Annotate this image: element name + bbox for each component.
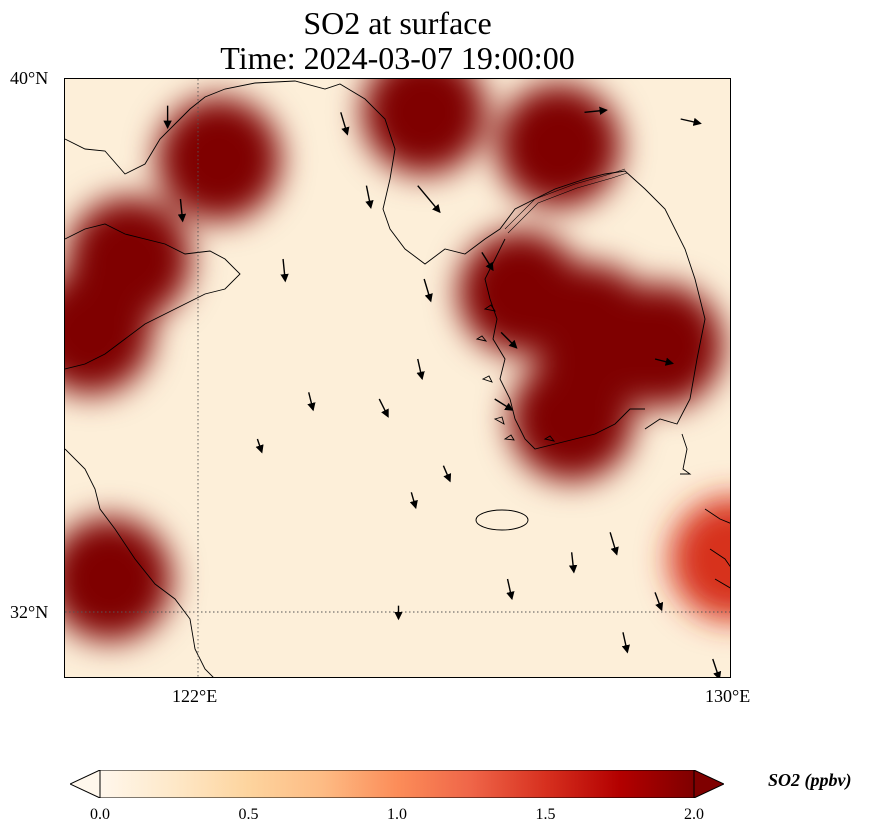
wind-arrow-25 — [177, 198, 187, 223]
lat-tick-32N: 32°N — [10, 602, 49, 622]
kyushu-coastline — [704, 508, 730, 589]
north-coastline — [65, 80, 706, 430]
wind-arrow-3 — [417, 185, 441, 214]
wind-arrow-13 — [609, 532, 619, 556]
wind-arrow-24 — [307, 392, 316, 412]
colorbar-tick-2: 1.0 — [387, 806, 407, 823]
border-line — [504, 168, 626, 230]
lon-tick-122E: 122°E — [172, 686, 218, 706]
wind-arrow-9 — [494, 398, 514, 411]
colorbar-tick-3: 1.5 — [535, 806, 556, 823]
colorbar-tick-1: 0.5 — [238, 806, 259, 823]
wind-arrow-12 — [409, 492, 418, 510]
so2-high-region-4 — [362, 79, 487, 175]
wind-arrow-7 — [500, 331, 518, 349]
so2-high-region-3 — [156, 97, 281, 221]
colorbar-min-extend-triangle — [70, 770, 101, 798]
wind-arrow-10 — [378, 398, 389, 418]
wind-arrow-16 — [654, 592, 664, 612]
colorbar — [70, 770, 724, 798]
so2-high-region-10 — [670, 497, 730, 621]
wind-arrow-18 — [712, 658, 722, 677]
so2-high-region-2 — [65, 517, 172, 641]
lon-tick-130E: 130°E — [705, 686, 751, 706]
so2-high-region-8 — [599, 283, 724, 408]
wind-arrow-8 — [416, 358, 425, 381]
so2-high-region-7 — [458, 230, 583, 355]
wind-arrow-4 — [280, 258, 289, 283]
wind-arrow-22 — [654, 357, 674, 366]
wind-arrow-14 — [568, 552, 578, 574]
so2-high-region-9 — [509, 357, 634, 481]
wind-arrow-2 — [365, 185, 374, 210]
wind-arrow-6 — [481, 251, 494, 272]
so2-map-panel — [64, 78, 731, 678]
wind-arrow-15 — [506, 578, 515, 601]
archipelago-islands — [475, 304, 556, 442]
colorbar-label: SO2 (ppbv) — [768, 770, 852, 790]
wind-arrow-11 — [442, 465, 452, 483]
wind-arrow-5 — [423, 278, 433, 303]
so2-concentration-field — [65, 79, 730, 641]
shandong-coastline — [65, 223, 241, 370]
jeju-island — [475, 509, 529, 531]
wind-arrow-17 — [621, 632, 630, 654]
tsushima-island — [680, 433, 692, 475]
colorbar-gradient — [99, 770, 695, 798]
wind-arrow-1 — [340, 112, 350, 136]
so2-high-region-5 — [496, 83, 621, 208]
map-title: SO2 at surface — [303, 5, 492, 41]
colorbar-tick-0: 0.0 — [90, 806, 110, 823]
wind-arrow-20 — [584, 106, 608, 116]
wind-arrow-21 — [680, 117, 702, 126]
jiangsu-coastline — [65, 448, 214, 677]
lat-tick-40N: 40°N — [10, 68, 49, 88]
so2-map-canvas — [65, 79, 730, 677]
wind-arrow-23 — [255, 438, 264, 454]
colorbar-tick-4: 2.0 — [684, 806, 704, 823]
wind-vector-layer — [163, 105, 722, 677]
colorbar-max-extend-triangle — [693, 770, 724, 798]
border-line-2 — [507, 172, 628, 234]
map-time-subtitle: Time: 2024-03-07 19:00:00 — [220, 40, 575, 76]
